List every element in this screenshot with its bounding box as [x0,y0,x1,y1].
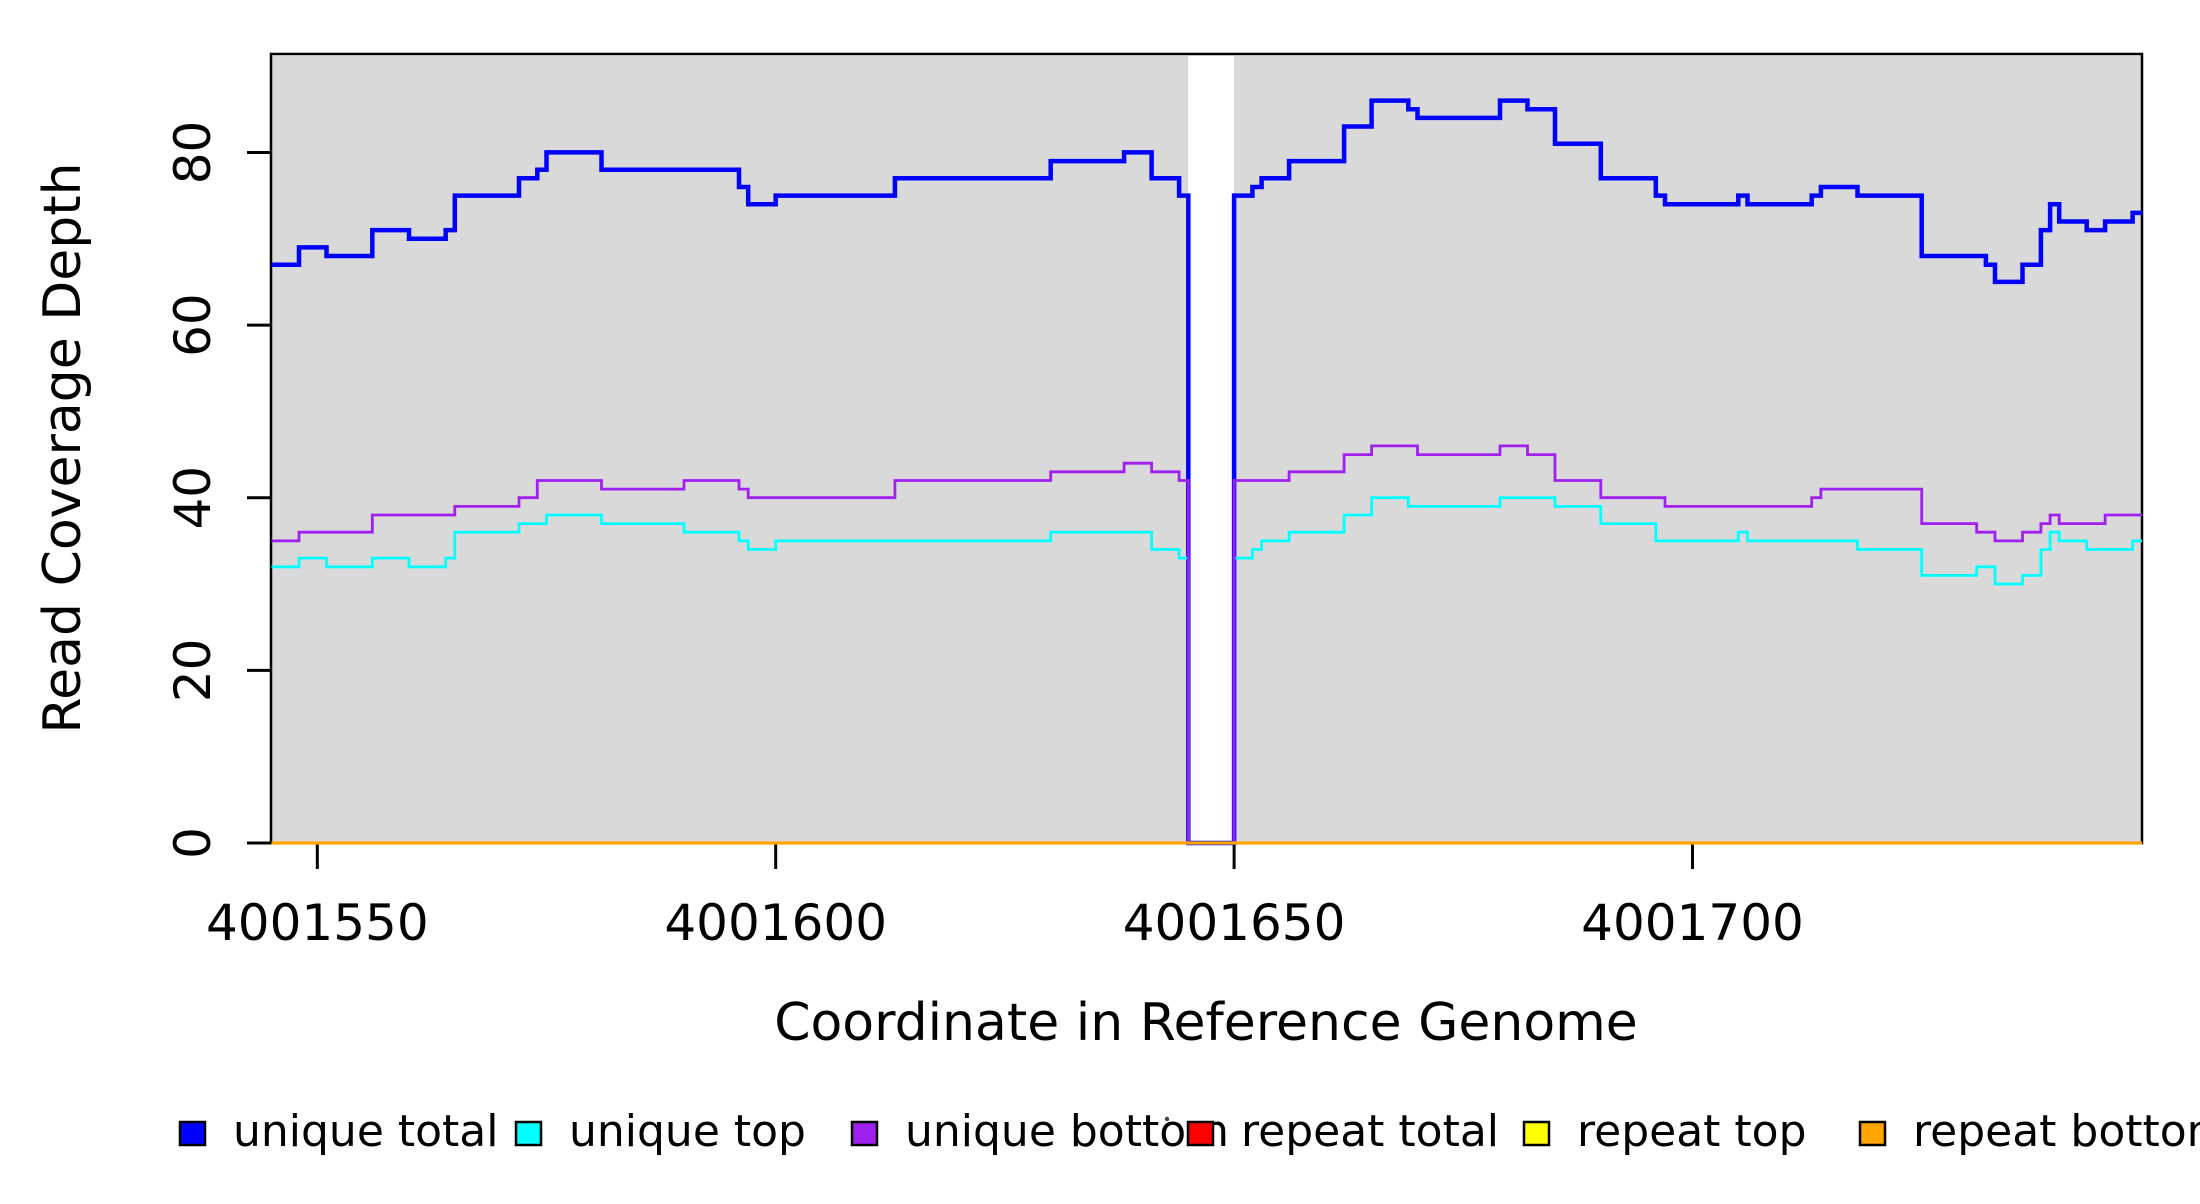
axis-ticks: 0 20 40 60 80 4001550 4001600 4001650 4001700 [164,121,1804,952]
x-axis-title: Coordinate in Reference Genome [774,993,1638,1053]
legend-label-unique-total: unique total [233,1106,498,1157]
y-tick-label: 20 [164,639,222,703]
x-tick-label: 4001550 [206,894,429,952]
stray-dot [1164,1116,1170,1122]
y-tick-label: 0 [164,827,222,859]
panel-shaded-region [1234,56,2142,843]
legend-label-unique-top: unique top [569,1106,806,1157]
legend-label-repeat-bottom: repeat bottom [1913,1106,2200,1157]
legend-label-repeat-top: repeat top [1577,1106,1807,1157]
x-tick-label: 4001700 [1581,894,1804,952]
x-tick-label: 4001600 [664,894,887,952]
legend-label-repeat-total: repeat total [1241,1106,1499,1157]
legend-swatch-unique-top [514,1120,543,1147]
y-tick-label: 40 [164,466,222,530]
legend-swatch-unique-total [178,1120,207,1147]
series-line-unique-top [271,496,2142,845]
series-line-unique-total [271,98,2142,846]
legend-swatch-unique-bottom [850,1120,879,1147]
legend-label-unique-bottom: unique bottom [905,1106,1229,1157]
legend-swatch-repeat-bottom [1858,1120,1887,1147]
legend-swatch-repeat-top [1522,1120,1551,1147]
legend-swatch-repeat-total [1186,1120,1215,1147]
x-tick-label: 4001650 [1123,894,1346,952]
y-tick-label: 80 [164,121,222,185]
chart-legend: unique total unique top unique bottom repea… [178,1106,2200,1157]
y-tick-label: 60 [164,293,222,357]
panel-shaded-region [271,56,1189,843]
series-line-unique-bottom [271,444,2142,845]
plot-panel [247,52,2144,869]
y-axis-title: Read Coverage Depth [33,162,93,733]
